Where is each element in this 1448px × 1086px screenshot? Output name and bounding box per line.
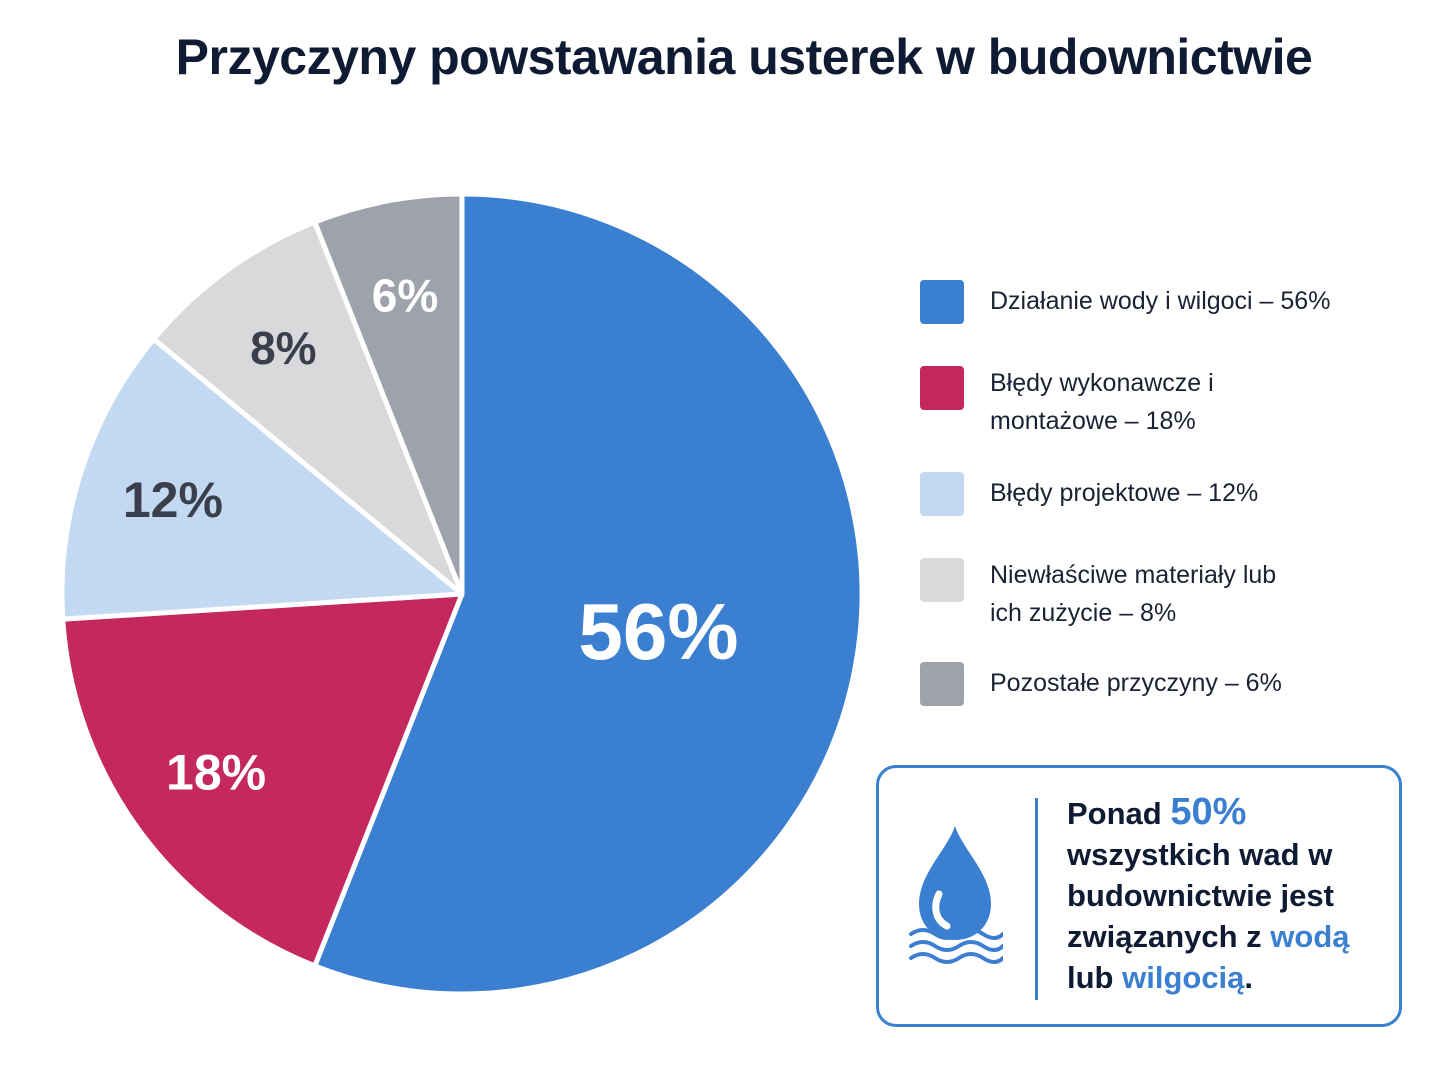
pie-slice — [312, 191, 865, 997]
callout-text-part: lub — [1067, 960, 1123, 995]
legend-swatch — [920, 366, 964, 410]
legend-item: Pozostałe przyczyny – 6% — [920, 662, 1390, 706]
pie-slice-label: 6% — [372, 269, 438, 321]
callout-box: Ponad 50% wszystkich wad w budownictwie … — [876, 765, 1402, 1027]
pie-slice — [60, 591, 465, 969]
pie-slice-label: 8% — [250, 322, 316, 374]
water-drop-icon — [909, 826, 1003, 964]
callout-text-part: wszystkich wad w budownictwie jest związ… — [1067, 837, 1334, 954]
callout-highlight-word: wilgocią — [1122, 960, 1245, 995]
legend-item: Błędy wykonawcze i montażowe – 18% — [920, 366, 1240, 440]
legend-label: Pozostałe przyczyny – 6% — [990, 669, 1282, 697]
legend-swatch — [920, 472, 964, 516]
callout-text: Ponad 50% wszystkich wad w budownictwie … — [1067, 792, 1387, 998]
pie-slice-label: 12% — [123, 472, 223, 528]
chart-title: Przyczyny powstawania usterek w budownic… — [175, 29, 1313, 85]
callout-highlight-percent: 50% — [1170, 791, 1247, 833]
callout-highlight-word: wodą — [1270, 919, 1350, 954]
legend-swatch — [920, 558, 964, 602]
legend-item: Niewłaściwe materiały lub ich zużycie – … — [920, 558, 1290, 632]
pie-slice-label: 56% — [578, 587, 738, 676]
legend-label: Błędy wykonawcze i montażowe – 18% — [990, 369, 1214, 435]
legend-label: Niewłaściwe materiały lub ich zużycie – … — [990, 561, 1277, 627]
pie-slice — [151, 219, 465, 597]
callout-text-part: Ponad — [1067, 796, 1171, 831]
pie-slice — [312, 191, 465, 597]
legend-item: Działanie wody i wilgoci – 56% — [920, 280, 1390, 324]
legend-swatch — [920, 280, 964, 324]
legend-swatch — [920, 662, 964, 706]
pie-slice — [59, 336, 465, 622]
legend-label: Działanie wody i wilgoci – 56% — [990, 287, 1331, 315]
legend-item: Błędy projektowe – 12% — [920, 472, 1390, 516]
legend-label: Błędy projektowe – 12% — [990, 479, 1259, 507]
callout-text-part: . — [1244, 960, 1254, 995]
callout-divider — [1035, 798, 1038, 1000]
pie-slice-label: 18% — [166, 745, 266, 801]
